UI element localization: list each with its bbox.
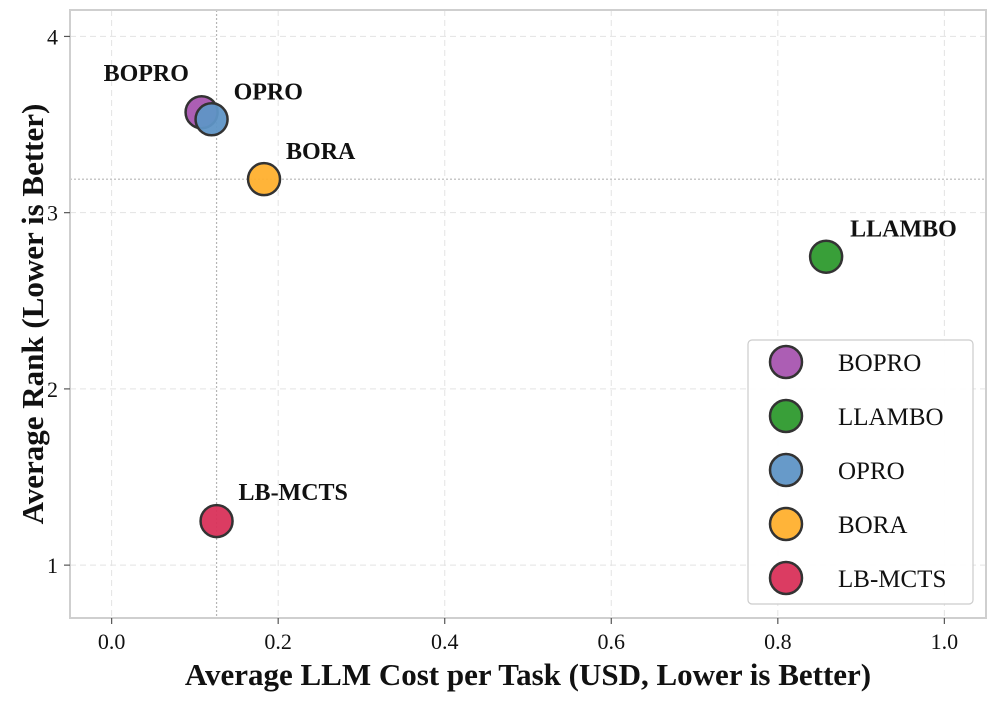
axis-ticks: 0.0 0.2 0.4 0.6 0.8 1.0 1 2 3 4 <box>47 24 958 654</box>
legend-marker-llambo <box>768 398 804 434</box>
point-label-bora: BORA <box>286 139 356 165</box>
y-axis-title: Average Rank (Lower is Better) <box>15 104 50 525</box>
plot-frame <box>69 9 987 619</box>
x-tick-label: 0.2 <box>264 629 292 654</box>
legend-label-lb-mcts: LB-MCTS <box>838 566 946 593</box>
legend-marker-bopro <box>768 344 804 380</box>
x-tick-label: 0.8 <box>764 629 792 654</box>
x-tick-label: 1.0 <box>931 629 959 654</box>
legend-marker-bora <box>768 506 804 542</box>
point-opro <box>194 102 229 137</box>
y-tick-label: 3 <box>47 201 58 226</box>
legend-label-opro: OPRO <box>838 458 905 485</box>
legend: BOPRO LLAMBO OPRO BORA LB-MCTS <box>747 339 974 605</box>
point-llambo <box>808 239 844 274</box>
data-points <box>184 94 844 539</box>
point-bora <box>246 161 282 197</box>
x-axis-title: Average LLM Cost per Task (USD, Lower is… <box>185 657 871 692</box>
point-labels: BOPRO LLAMBO OPRO BORA LB-MCTS <box>104 61 957 506</box>
point-label-opro: OPRO <box>234 79 303 105</box>
legend-label-bopro: BOPRO <box>838 350 921 377</box>
x-tick-label: 0.0 <box>98 629 126 654</box>
legend-marker-opro <box>768 452 804 488</box>
legend-label-bora: BORA <box>838 512 907 539</box>
legend-label-llambo: LLAMBO <box>838 404 944 431</box>
point-lb-mcts <box>199 503 234 539</box>
y-tick-label: 2 <box>47 377 58 402</box>
point-label-lb-mcts: LB-MCTS <box>239 480 348 506</box>
x-tick-label: 0.4 <box>431 629 459 654</box>
y-tick-label: 1 <box>47 553 58 578</box>
point-label-bopro: BOPRO <box>104 61 189 87</box>
y-tick-label: 4 <box>47 24 58 49</box>
x-tick-label: 0.6 <box>598 629 626 654</box>
point-label-llambo: LLAMBO <box>850 217 957 243</box>
legend-box <box>747 339 974 605</box>
legend-marker-lb-mcts <box>768 560 804 596</box>
